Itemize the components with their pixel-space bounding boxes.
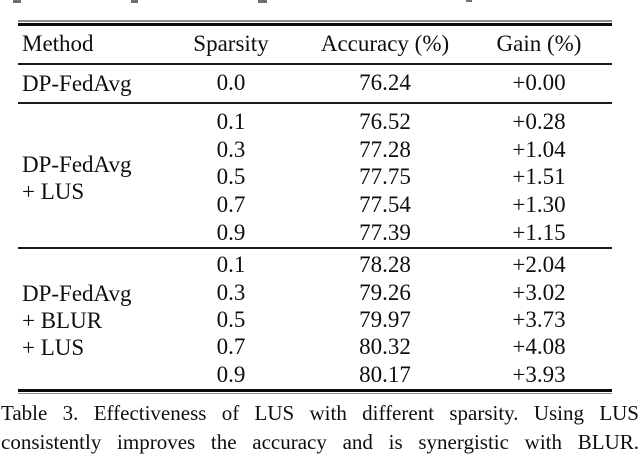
- gain-value: +1.04: [512, 136, 566, 162]
- accuracy-value: 77.54: [359, 192, 411, 218]
- table-block-blur-lus: DP-FedAvg + BLUR + LUS 0.1 78.28 +2.04 0…: [18, 249, 612, 389]
- sparsity-value: 0.9: [216, 361, 246, 387]
- cutoff-text-fragment: [466, 0, 472, 2]
- gain-value: +0.28: [512, 109, 566, 135]
- accuracy-value: 77.75: [359, 164, 411, 190]
- cutoff-text-fragment: [131, 0, 138, 3]
- gain-value: +0.00: [512, 70, 566, 95]
- gain-value: +4.08: [512, 334, 566, 360]
- gain-value: +1.30: [512, 192, 566, 218]
- sparsity-value: 0.5: [216, 307, 246, 333]
- caption-line-2: consistently improves the accuracy and i…: [1, 429, 639, 454]
- table-row: 0.5 77.75 +1.51: [158, 164, 612, 192]
- table-row: 0.5 79.97 +3.73: [158, 306, 612, 333]
- header-gain: Gain (%): [496, 31, 582, 56]
- gain-value: +3.02: [512, 279, 566, 305]
- table-row: 0.1 78.28 +2.04: [158, 252, 612, 279]
- sparsity-value: 0.3: [216, 136, 246, 162]
- table-block-baseline: DP-FedAvg 0.0 76.24 +0.00: [18, 65, 612, 102]
- gain-value: +1.51: [512, 164, 566, 190]
- gain-value: +2.04: [512, 252, 566, 278]
- cutoff-text-fragment: [13, 0, 21, 3]
- accuracy-value: 76.52: [359, 109, 411, 135]
- header-accuracy: Accuracy (%): [320, 31, 450, 56]
- table-header-row: Method Sparsity Accuracy (%) Gain (%): [18, 26, 612, 63]
- sparsity-value: 0.1: [216, 252, 246, 278]
- table-row: 0.9 80.17 +3.93: [158, 361, 612, 388]
- method-label: DP-FedAvg + BLUR + LUS: [22, 280, 132, 360]
- accuracy-value: 79.26: [359, 279, 411, 305]
- accuracy-value: 80.32: [359, 334, 411, 360]
- table-row: 0.3 77.28 +1.04: [158, 136, 612, 164]
- table-row: 0.7 77.54 +1.30: [158, 191, 612, 219]
- accuracy-value: 77.28: [359, 136, 411, 162]
- table-row: 0.0 76.24 +0.00: [158, 65, 612, 102]
- header-sparsity: Sparsity: [193, 31, 269, 56]
- block-divider-rule: [18, 246, 612, 249]
- sparsity-value: 0.7: [216, 334, 246, 360]
- method-label: DP-FedAvg + LUS: [22, 151, 132, 204]
- gain-value: +3.73: [512, 307, 566, 333]
- results-table: Method Sparsity Accuracy (%) Gain (%) DP…: [18, 20, 612, 394]
- gain-value: +3.93: [512, 361, 566, 387]
- header-divider-rule: [18, 62, 612, 65]
- table-row: 0.3 79.26 +3.02: [158, 279, 612, 306]
- method-label: DP-FedAvg: [22, 70, 132, 96]
- sparsity-value: 0.9: [216, 219, 246, 245]
- accuracy-value: 79.97: [359, 307, 411, 333]
- table-block-lus: DP-FedAvg + LUS 0.1 76.52 +0.28 0.3 77.2…: [18, 104, 612, 247]
- sparsity-value: 0.1: [216, 109, 246, 135]
- sparsity-value: 0.0: [216, 70, 246, 95]
- sparsity-value: 0.3: [216, 279, 246, 305]
- gain-value: +1.15: [512, 219, 566, 245]
- accuracy-value: 76.24: [359, 70, 411, 95]
- accuracy-value: 77.39: [359, 219, 411, 245]
- caption-line-1: Table 3. Effectiveness of LUS with diffe…: [1, 401, 639, 425]
- sparsity-value: 0.7: [216, 192, 246, 218]
- table-row: 0.7 80.32 +4.08: [158, 334, 612, 361]
- table-bottom-rule: [18, 388, 612, 394]
- accuracy-value: 80.17: [359, 361, 411, 387]
- cutoff-text-fragment: [258, 0, 267, 3]
- table-caption: Table 3. Effectiveness of LUS with diffe…: [1, 399, 639, 456]
- block-divider-rule: [18, 101, 612, 104]
- sparsity-value: 0.5: [216, 164, 246, 190]
- table-top-rule: [18, 20, 612, 26]
- table-row: 0.9 77.39 +1.15: [158, 219, 612, 247]
- header-method: Method: [22, 31, 94, 56]
- accuracy-value: 78.28: [359, 252, 411, 278]
- table-row: 0.1 76.52 +0.28: [158, 109, 612, 137]
